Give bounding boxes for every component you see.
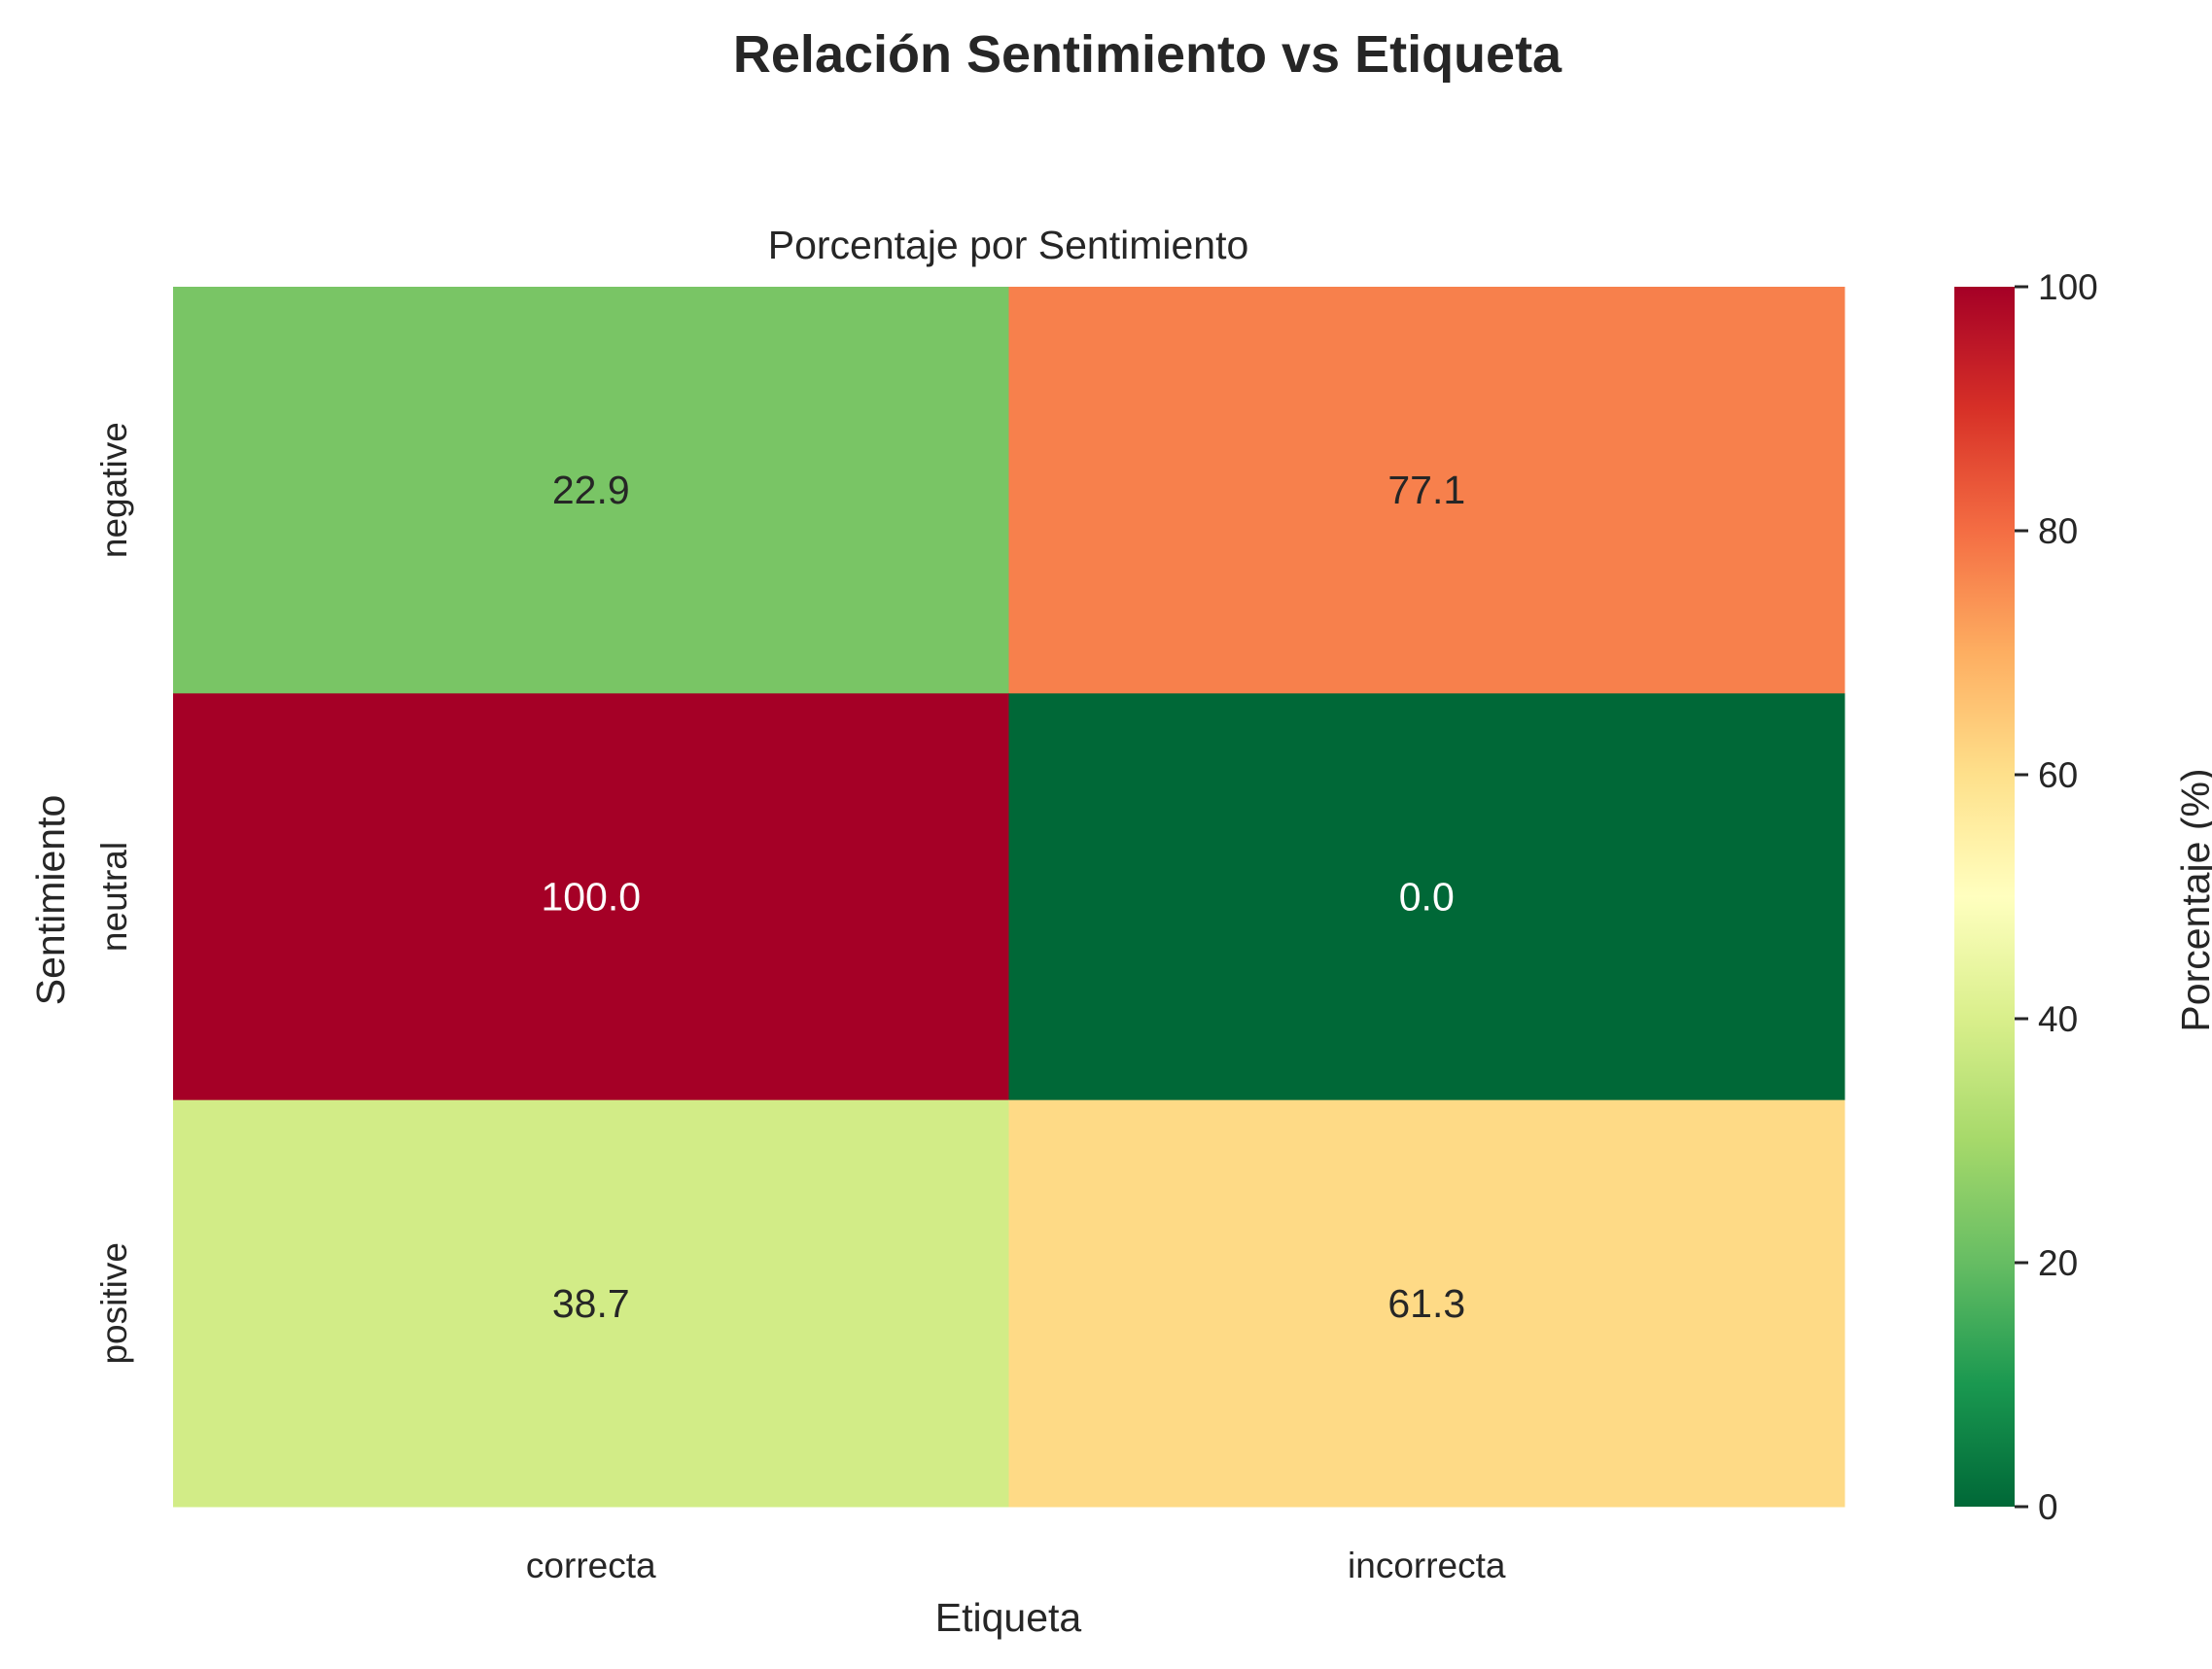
heatmap-cells: [173, 287, 1845, 1508]
cell-value-label: 38.7: [552, 1281, 630, 1326]
y-axis-label: Sentimiento: [28, 795, 73, 1006]
colorbar-ticks: 0 20 40 60 80 100: [2015, 267, 2098, 1527]
x-tick-label: incorrecta: [1348, 1546, 1506, 1585]
heatmap-cell: [1008, 1099, 1845, 1508]
chart-subtitle: Porcentaje por Sentimiento: [768, 223, 1249, 267]
colorbar-tick-label: 40: [2038, 999, 2078, 1039]
colorbar-tick-label: 60: [2038, 755, 2078, 795]
colorbar-tick-label: 80: [2038, 511, 2078, 551]
cell-value-label: 77.1: [1387, 468, 1465, 512]
y-tick-labels: negative neutral positive: [94, 422, 134, 1364]
cell-value-label: 0.0: [1399, 875, 1455, 920]
y-tick-label: positive: [94, 1242, 134, 1364]
cell-value-label: 22.9: [552, 468, 630, 512]
y-tick-label: negative: [94, 422, 134, 558]
heatmap-cell: [1008, 287, 1845, 694]
heatmap-cell: [173, 693, 1009, 1101]
heatmap-cell: [173, 287, 1009, 694]
y-tick-label: neutral: [94, 842, 134, 952]
colorbar: [1954, 287, 2015, 1507]
colorbar-tick-label: 20: [2038, 1243, 2078, 1283]
colorbar-tick-label: 100: [2038, 267, 2098, 307]
cell-value-label: 61.3: [1387, 1281, 1465, 1326]
chart-title: Relación Sentimiento vs Etiqueta: [733, 25, 1562, 84]
x-tick-label: correcta: [526, 1546, 656, 1585]
colorbar-tick-label: 0: [2038, 1487, 2058, 1527]
heatmap-cell-labels: 22.9 77.1 100.0 0.0 38.7 61.3: [541, 468, 1465, 1326]
cell-value-label: 100.0: [541, 875, 641, 920]
colorbar-label: Porcentaje (%): [2173, 768, 2212, 1031]
x-axis-label: Etiqueta: [935, 1595, 1082, 1640]
heatmap-cell: [173, 1099, 1009, 1508]
heatmap-cell: [1008, 693, 1845, 1101]
x-tick-labels: correcta incorrecta: [526, 1546, 1506, 1585]
